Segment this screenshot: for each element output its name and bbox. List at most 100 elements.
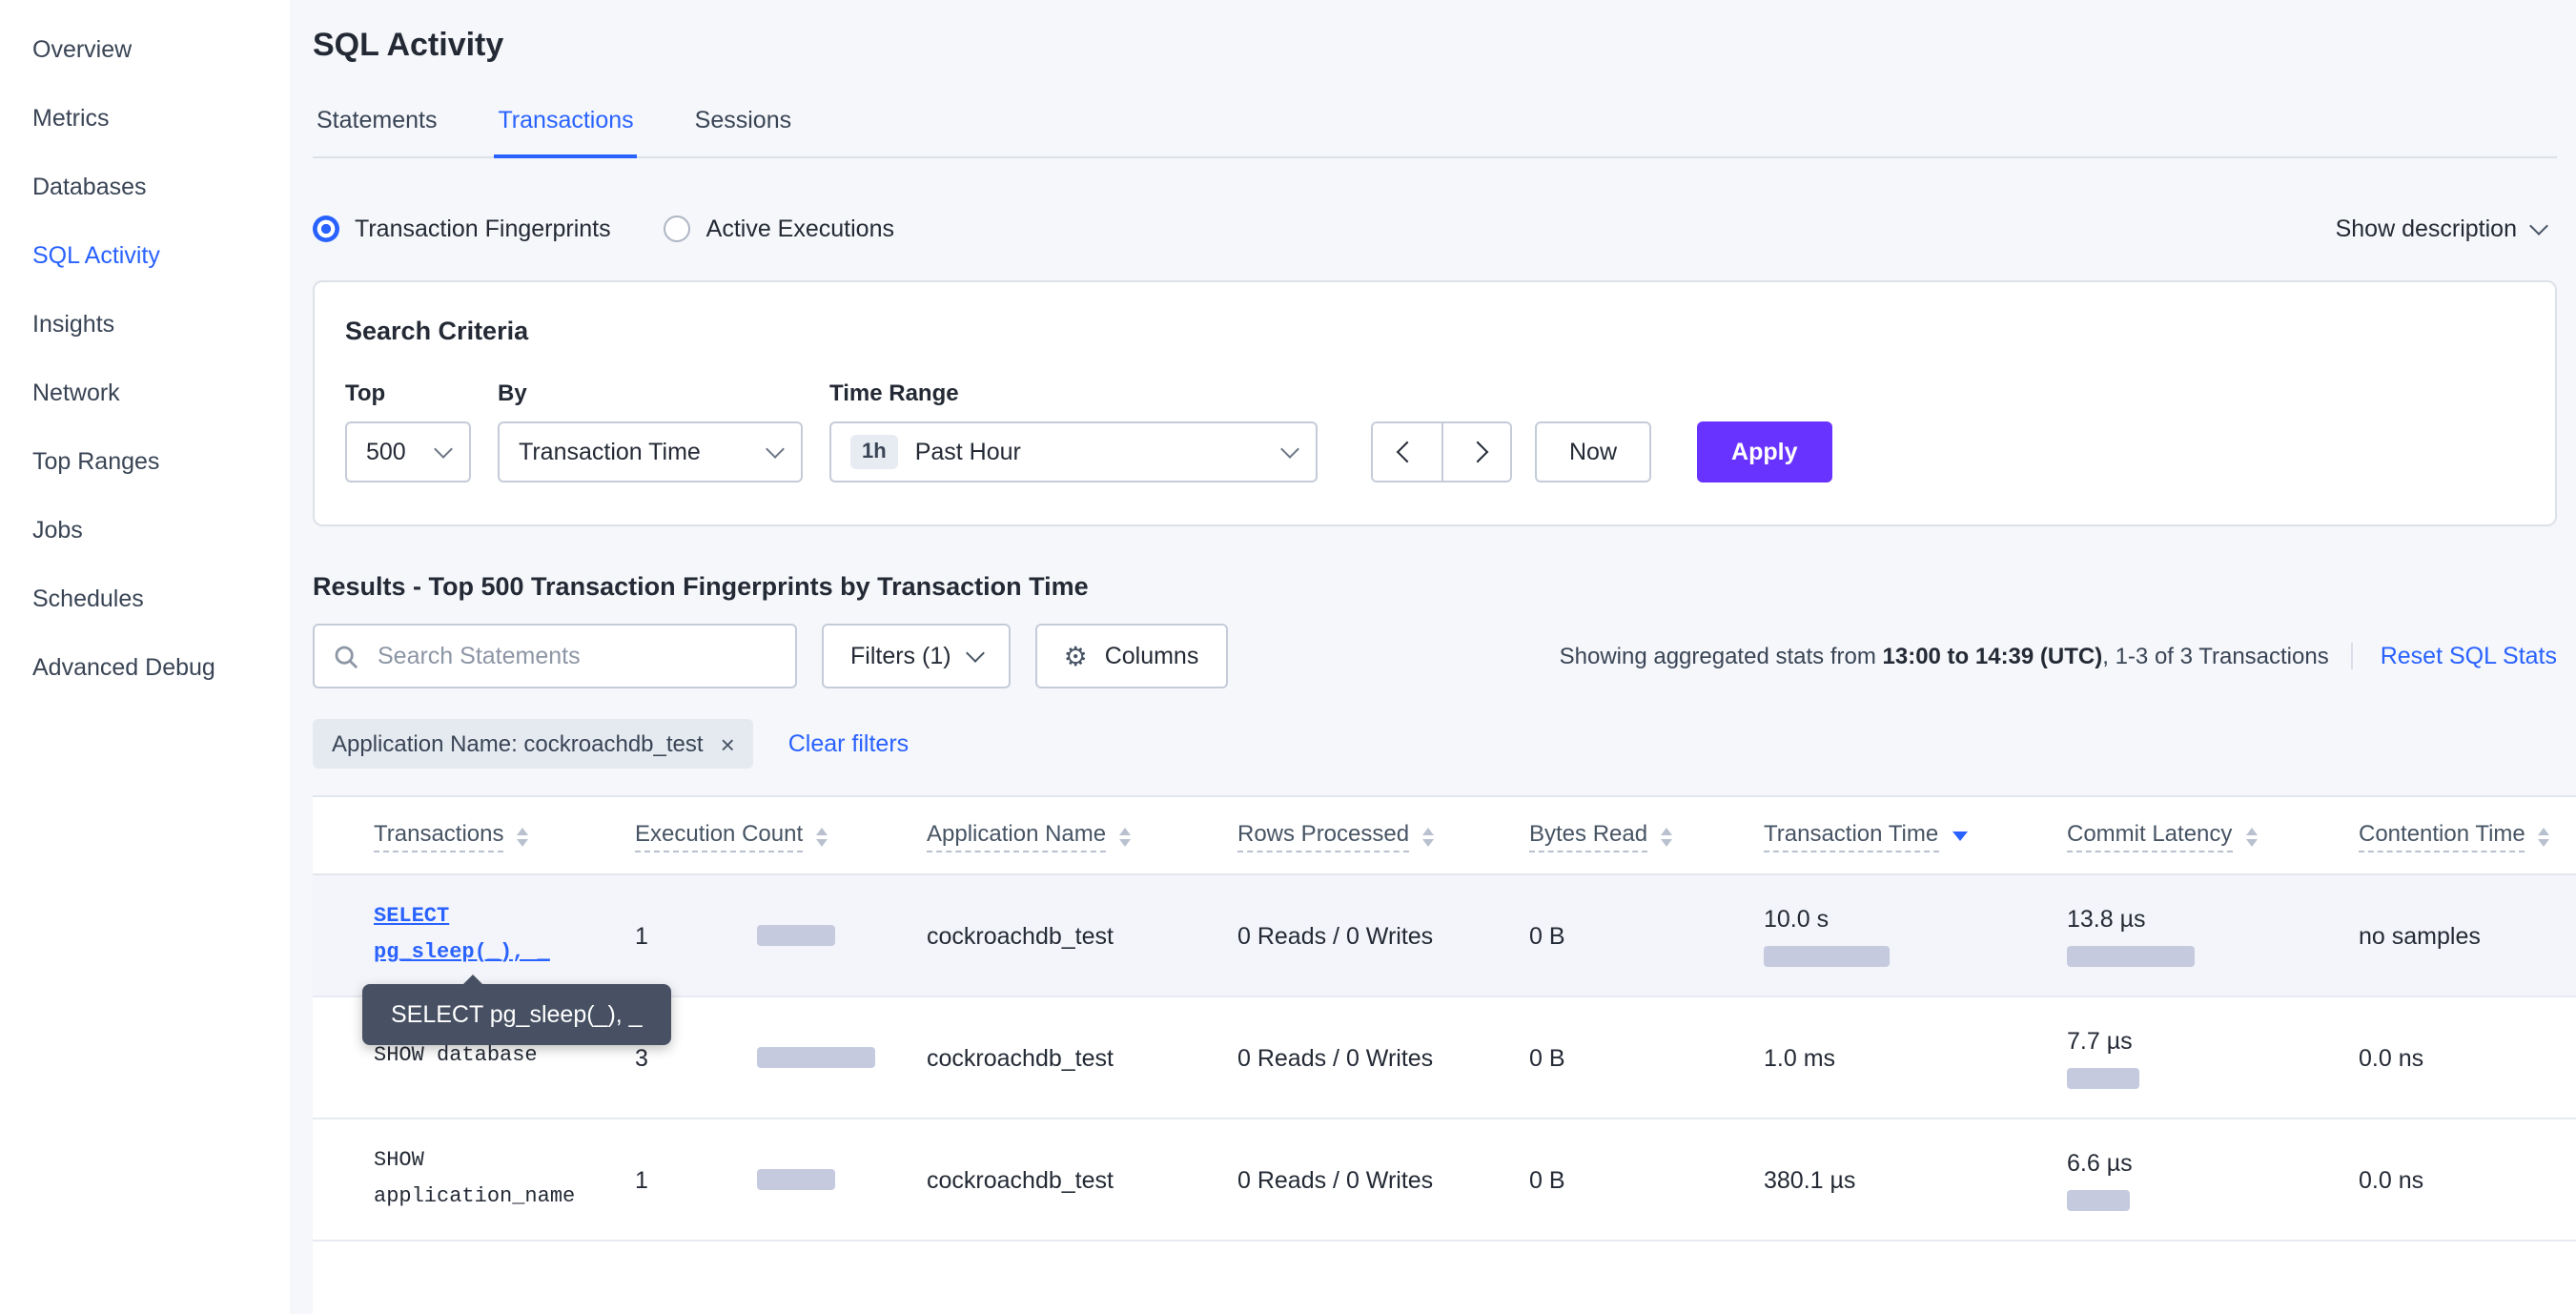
top-select[interactable]: 500 bbox=[345, 421, 471, 482]
chevron-down-icon bbox=[1280, 440, 1299, 459]
search-icon bbox=[335, 645, 358, 668]
column-header-commit-latency[interactable]: Commit Latency bbox=[2067, 820, 2359, 852]
time-range-badge: 1h bbox=[850, 435, 898, 469]
search-criteria-card: Search Criteria Top 500 By Transaction T… bbox=[313, 280, 2557, 526]
tab-sessions[interactable]: Sessions bbox=[694, 107, 792, 133]
apply-button[interactable]: Apply bbox=[1697, 421, 1832, 482]
bytes-read-cell: 0 B bbox=[1529, 1166, 1565, 1193]
time-range-select[interactable]: 1h Past Hour bbox=[829, 421, 1318, 482]
sidebar-item-top-ranges[interactable]: Top Ranges bbox=[32, 448, 160, 475]
statement-tooltip: SELECT pg_sleep(_), _ bbox=[362, 975, 671, 1046]
sidebar-item-jobs[interactable]: Jobs bbox=[32, 517, 83, 544]
transaction-cell: SHOW application_name bbox=[374, 1144, 618, 1215]
table-row: SHOW database 3 cockroachdb_test 0 Reads… bbox=[313, 997, 2576, 1119]
filter-chip-label: Application Name: cockroachdb_test bbox=[332, 730, 704, 757]
reset-sql-stats-link[interactable]: Reset SQL Stats bbox=[2351, 643, 2557, 669]
time-range-label: Time Range bbox=[829, 380, 959, 406]
execution-count-bar bbox=[757, 1169, 835, 1190]
column-header-execution-count[interactable]: Execution Count bbox=[635, 820, 927, 852]
remove-filter-icon[interactable]: × bbox=[720, 729, 735, 758]
by-label: By bbox=[498, 380, 527, 406]
sidebar-item-insights[interactable]: Insights bbox=[32, 311, 115, 338]
transaction-fingerprint-link[interactable]: SELECT pg_sleep(_), _ bbox=[374, 905, 550, 964]
column-header-contention-time[interactable]: Contention Time bbox=[2359, 820, 2576, 852]
aggregated-stats-text: Showing aggregated stats from 13:00 to 1… bbox=[1559, 643, 2329, 669]
sidebar-item-databases[interactable]: Databases bbox=[32, 174, 147, 200]
chevron-left-icon bbox=[1396, 441, 1419, 463]
time-range-field: Time Range 1h Past Hour bbox=[829, 380, 1318, 482]
sidebar-item-network[interactable]: Network bbox=[32, 380, 120, 406]
commit-latency-cell: 6.6 µs bbox=[2067, 1149, 2359, 1210]
sidebar-item-advanced-debug[interactable]: Advanced Debug bbox=[32, 654, 215, 681]
column-header-application-name[interactable]: Application Name bbox=[927, 820, 1237, 852]
sort-icon bbox=[517, 827, 529, 846]
radio-transaction-fingerprints[interactable]: Transaction Fingerprints bbox=[313, 216, 611, 242]
now-button[interactable]: Now bbox=[1535, 421, 1652, 482]
column-header-bytes-read[interactable]: Bytes Read bbox=[1529, 820, 1764, 852]
results-controls-row: Filters (1) ⚙ Columns Showing aggregated… bbox=[313, 624, 2557, 688]
commit-latency-bar bbox=[2067, 1067, 2139, 1088]
table-header-row: Transactions Execution Count Application… bbox=[313, 795, 2576, 875]
filters-button[interactable]: Filters (1) bbox=[822, 624, 1011, 688]
search-box bbox=[313, 624, 797, 688]
filters-button-label: Filters (1) bbox=[850, 643, 951, 669]
radio-label: Active Executions bbox=[705, 216, 894, 242]
sidebar-item-sql-activity[interactable]: SQL Activity bbox=[32, 242, 160, 269]
table-row: SHOW application_name 1 cockroachdb_test… bbox=[313, 1119, 2576, 1242]
radio-unselected-icon bbox=[664, 216, 691, 242]
execution-count-cell: 3 bbox=[635, 1044, 927, 1071]
sidebar-item-metrics[interactable]: Metrics bbox=[32, 105, 110, 132]
search-criteria-controls: Top 500 By Transaction Time Time Range bbox=[345, 380, 2525, 482]
transaction-fingerprint-link[interactable]: SHOW application_name bbox=[374, 1149, 576, 1208]
tab-bar: Statements Transactions Sessions bbox=[313, 95, 2557, 158]
filter-chip: Application Name: cockroachdb_test × bbox=[313, 719, 754, 769]
transaction-time-cell: 380.1 µs bbox=[1764, 1166, 1856, 1193]
execution-count-bar bbox=[757, 1047, 875, 1068]
execution-count-cell: 1 bbox=[635, 1166, 927, 1193]
sort-icon bbox=[2245, 827, 2258, 846]
previous-time-range-button[interactable] bbox=[1373, 423, 1441, 481]
sort-icon bbox=[1661, 827, 1673, 846]
search-input[interactable] bbox=[374, 641, 776, 671]
columns-button[interactable]: ⚙ Columns bbox=[1034, 624, 1228, 688]
tab-statements[interactable]: Statements bbox=[317, 107, 438, 133]
chevron-down-icon bbox=[434, 440, 453, 459]
rows-processed-cell: 0 Reads / 0 Writes bbox=[1237, 1044, 1434, 1071]
table-row: SELECT pg_sleep(_), _ SELECT pg_sleep(_)… bbox=[313, 875, 2576, 1046]
next-time-range-button[interactable] bbox=[1441, 423, 1510, 481]
chevron-down-icon bbox=[2529, 216, 2548, 236]
column-header-rows-processed[interactable]: Rows Processed bbox=[1237, 820, 1529, 852]
bytes-read-cell: 0 B bbox=[1529, 1044, 1565, 1071]
clear-filters-link[interactable]: Clear filters bbox=[787, 730, 910, 757]
sort-icon bbox=[2538, 827, 2550, 846]
show-description-toggle[interactable]: Show description bbox=[2336, 216, 2557, 242]
active-filters-row: Application Name: cockroachdb_test × Cle… bbox=[313, 719, 2557, 769]
tab-transactions[interactable]: Transactions bbox=[494, 95, 638, 158]
column-header-transaction-time[interactable]: Transaction Time bbox=[1764, 820, 2067, 852]
columns-button-label: Columns bbox=[1104, 643, 1199, 669]
by-select-value: Transaction Time bbox=[519, 439, 701, 465]
column-header-transactions[interactable]: Transactions bbox=[374, 820, 635, 852]
by-select[interactable]: Transaction Time bbox=[498, 421, 803, 482]
chevron-down-icon bbox=[965, 644, 985, 663]
transaction-cell: SHOW database bbox=[374, 1039, 618, 1075]
rows-processed-cell: 0 Reads / 0 Writes bbox=[1237, 1166, 1434, 1193]
sidebar-item-schedules[interactable]: Schedules bbox=[32, 585, 144, 612]
chevron-right-icon bbox=[1465, 441, 1488, 463]
transaction-fingerprint-link[interactable]: SHOW database bbox=[374, 1045, 538, 1069]
sidebar: Overview Metrics Databases SQL Activity … bbox=[0, 0, 290, 1314]
sort-icon bbox=[1422, 827, 1435, 846]
page-title: SQL Activity bbox=[313, 27, 504, 63]
search-criteria-title: Search Criteria bbox=[345, 317, 529, 345]
transaction-time-cell: 10.0 s bbox=[1764, 905, 2067, 966]
application-name-cell: cockroachdb_test bbox=[927, 922, 1114, 949]
transaction-time-bar bbox=[1764, 945, 1890, 966]
radio-active-executions[interactable]: Active Executions bbox=[664, 216, 894, 242]
by-field: By Transaction Time bbox=[498, 380, 803, 482]
sort-icon bbox=[1119, 827, 1132, 846]
application-name-cell: cockroachdb_test bbox=[927, 1044, 1114, 1071]
bytes-read-cell: 0 B bbox=[1529, 922, 1565, 949]
sidebar-item-overview[interactable]: Overview bbox=[32, 36, 133, 63]
transaction-cell: SELECT pg_sleep(_), _ SELECT pg_sleep(_)… bbox=[362, 900, 671, 1046]
